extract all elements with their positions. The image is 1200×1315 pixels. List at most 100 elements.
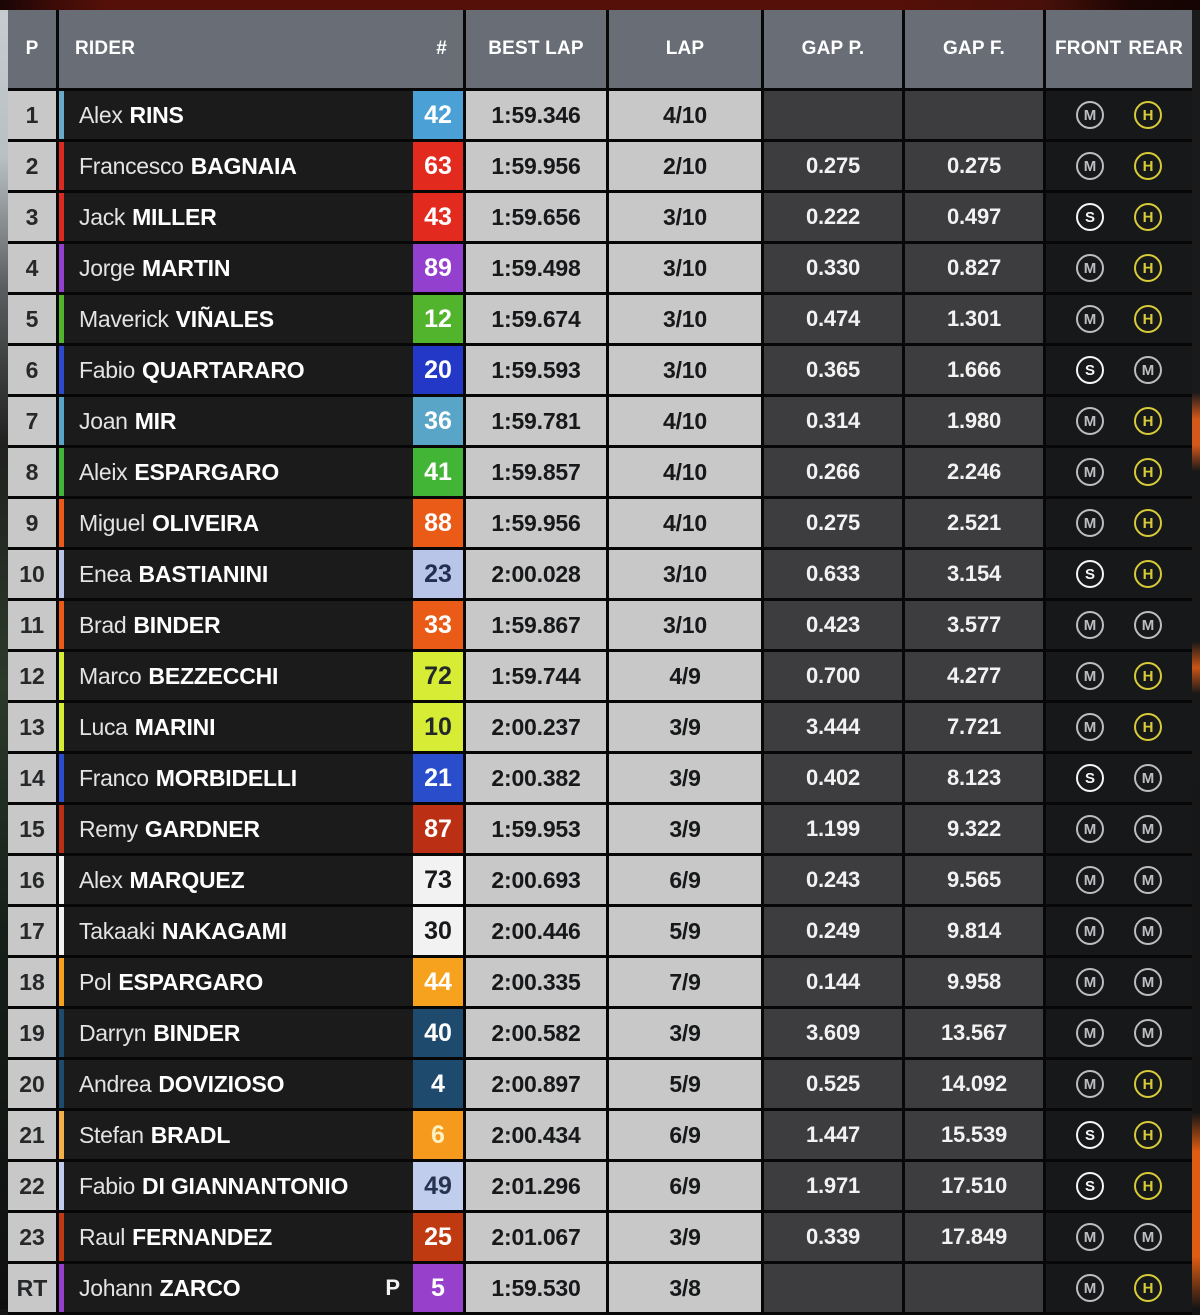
tyres-cell: M H bbox=[1046, 142, 1192, 190]
position-cell: 19 bbox=[8, 1009, 56, 1057]
table-row[interactable]: 22 Fabio DI GIANNANTONIO 49 2:01.296 6/9 … bbox=[8, 1162, 1192, 1210]
team-color-stripe bbox=[59, 448, 64, 496]
rear-tyre-icon: H bbox=[1134, 101, 1162, 129]
rider-name: Alex MARQUEZ bbox=[79, 866, 245, 894]
team-color-stripe bbox=[59, 1009, 64, 1057]
gap-prev-cell: 0.525 bbox=[764, 1060, 902, 1108]
lap-cell: 4/10 bbox=[609, 91, 761, 139]
table-row[interactable]: 13 Luca MARINI 10 2:00.237 3/9 3.444 7.72… bbox=[8, 703, 1192, 751]
team-color-stripe bbox=[59, 1060, 64, 1108]
table-row[interactable]: 1 Alex RINS 42 1:59.346 4/10 M H bbox=[8, 91, 1192, 139]
pit-indicator: P bbox=[385, 1275, 400, 1300]
team-color-stripe bbox=[59, 499, 64, 547]
rider-name: Johann ZARCO bbox=[79, 1275, 241, 1302]
rider-cell: Luca MARINI 10 bbox=[59, 703, 463, 751]
lap-cell: 4/10 bbox=[609, 499, 761, 547]
table-row[interactable]: 14 Franco MORBIDELLI 21 2:00.382 3/9 0.40… bbox=[8, 754, 1192, 802]
lap-cell: 6/9 bbox=[609, 856, 761, 904]
front-tyre-icon: M bbox=[1076, 917, 1104, 945]
gap-prev-cell: 0.474 bbox=[764, 295, 902, 343]
rear-tyre-icon: H bbox=[1134, 305, 1162, 333]
rider-last-name: VIÑALES bbox=[175, 305, 274, 332]
rider-number-plate: 30 bbox=[413, 907, 463, 955]
best-lap-cell: 2:00.335 bbox=[466, 958, 606, 1006]
table-row[interactable]: 8 Aleix ESPARGARO 41 1:59.857 4/10 0.266 … bbox=[8, 448, 1192, 496]
table-row[interactable]: 18 Pol ESPARGARO 44 2:00.335 7/9 0.144 9.… bbox=[8, 958, 1192, 1006]
table-row[interactable]: 12 Marco BEZZECCHI 72 1:59.744 4/9 0.700 … bbox=[8, 652, 1192, 700]
gap-prev-cell: 0.365 bbox=[764, 346, 902, 394]
tyres-cell: M H bbox=[1046, 244, 1192, 292]
table-row[interactable]: 19 Darryn BINDER 40 2:00.582 3/9 3.609 13… bbox=[8, 1009, 1192, 1057]
front-tyre-icon: S bbox=[1076, 356, 1104, 384]
team-color-stripe bbox=[59, 856, 64, 904]
header-number-label: # bbox=[436, 38, 447, 59]
lap-cell: 3/9 bbox=[609, 1213, 761, 1261]
tyres-cell: M H bbox=[1046, 499, 1192, 547]
rider-number-plate: 89 bbox=[413, 244, 463, 292]
rider-cell: Raul FERNANDEZ 25 bbox=[59, 1213, 463, 1261]
table-row[interactable]: 20 Andrea DOVIZIOSO 4 2:00.897 5/9 0.525 … bbox=[8, 1060, 1192, 1108]
rear-tyre-icon: H bbox=[1134, 203, 1162, 231]
rider-cell: Fabio DI GIANNANTONIO 49 bbox=[59, 1162, 463, 1210]
best-lap-cell: 2:01.296 bbox=[466, 1162, 606, 1210]
rider-first-name: Andrea bbox=[79, 1070, 152, 1097]
table-row[interactable]: 6 Fabio QUARTARARO 20 1:59.593 3/10 0.365… bbox=[8, 346, 1192, 394]
table-row[interactable]: 4 Jorge MARTIN 89 1:59.498 3/10 0.330 0.8… bbox=[8, 244, 1192, 292]
position-cell: 9 bbox=[8, 499, 56, 547]
tyres-cell: M M bbox=[1046, 805, 1192, 853]
best-lap-cell: 2:00.693 bbox=[466, 856, 606, 904]
team-color-stripe bbox=[59, 958, 64, 1006]
table-row[interactable]: 17 Takaaki NAKAGAMI 30 2:00.446 5/9 0.249… bbox=[8, 907, 1192, 955]
rider-cell: Stefan BRADL 6 bbox=[59, 1111, 463, 1159]
gap-prev-cell: 3.609 bbox=[764, 1009, 902, 1057]
top-accent-bar bbox=[0, 0, 1200, 10]
rider-cell: Fabio QUARTARARO 20 bbox=[59, 346, 463, 394]
rider-first-name: Marco bbox=[79, 662, 142, 689]
rider-last-name: BINDER bbox=[153, 1019, 241, 1046]
rider-name: Jorge MARTIN bbox=[79, 255, 230, 282]
position-cell: 18 bbox=[8, 958, 56, 1006]
table-row[interactable]: 16 Alex MARQUEZ 73 2:00.693 6/9 0.243 9.5… bbox=[8, 856, 1192, 904]
gap-prev-cell: 0.275 bbox=[764, 142, 902, 190]
rider-cell: Jorge MARTIN 89 bbox=[59, 244, 463, 292]
rider-first-name: Francesco bbox=[79, 152, 184, 179]
position-cell: 21 bbox=[8, 1111, 56, 1159]
rider-name: Brad BINDER bbox=[79, 611, 221, 639]
tyres-cell: S M bbox=[1046, 346, 1192, 394]
rider-last-name: BINDER bbox=[133, 611, 221, 638]
tyres-cell: S H bbox=[1046, 550, 1192, 598]
rows-container: 1 Alex RINS 42 1:59.346 4/10 M H 2 France… bbox=[8, 91, 1192, 1312]
best-lap-cell: 2:00.897 bbox=[466, 1060, 606, 1108]
timing-table: P RIDER # BEST LAP LAP GAP P. GAP F. FRO… bbox=[8, 10, 1192, 1315]
rider-number-plate: 4 bbox=[413, 1060, 463, 1108]
table-row[interactable]: 9 Miguel OLIVEIRA 88 1:59.956 4/10 0.275 … bbox=[8, 499, 1192, 547]
team-color-stripe bbox=[59, 193, 64, 241]
table-row[interactable]: 21 Stefan BRADL 6 2:00.434 6/9 1.447 15.5… bbox=[8, 1111, 1192, 1159]
rear-tyre-icon: H bbox=[1134, 662, 1162, 690]
table-row[interactable]: 23 Raul FERNANDEZ 25 2:01.067 3/9 0.339 1… bbox=[8, 1213, 1192, 1261]
rider-cell: Andrea DOVIZIOSO 4 bbox=[59, 1060, 463, 1108]
best-lap-cell: 1:59.867 bbox=[466, 601, 606, 649]
table-row[interactable]: 15 Remy GARDNER 87 1:59.953 3/9 1.199 9.3… bbox=[8, 805, 1192, 853]
best-lap-cell: 1:59.857 bbox=[466, 448, 606, 496]
lap-cell: 3/10 bbox=[609, 550, 761, 598]
table-row[interactable]: 5 Maverick VIÑALES 12 1:59.674 3/10 0.474… bbox=[8, 295, 1192, 343]
rider-name: Franco MORBIDELLI bbox=[79, 765, 297, 792]
best-lap-cell: 1:59.744 bbox=[466, 652, 606, 700]
table-row[interactable]: 7 Joan MIR 36 1:59.781 4/10 0.314 1.980 M… bbox=[8, 397, 1192, 445]
rider-first-name: Alex bbox=[79, 866, 123, 893]
table-row[interactable]: RT Johann ZARCO P 5 1:59.530 3/8 M H bbox=[8, 1264, 1192, 1312]
table-row[interactable]: 3 Jack MILLER 43 1:59.656 3/10 0.222 0.49… bbox=[8, 193, 1192, 241]
rider-last-name: NAKAGAMI bbox=[161, 917, 287, 944]
gap-prev-cell: 0.266 bbox=[764, 448, 902, 496]
rider-last-name: MARQUEZ bbox=[129, 866, 245, 893]
rider-first-name: Jack bbox=[79, 203, 126, 230]
rider-number-plate: 42 bbox=[413, 91, 463, 139]
tyres-cell: M H bbox=[1046, 295, 1192, 343]
rider-first-name: Miguel bbox=[79, 509, 145, 536]
table-row[interactable]: 2 Francesco BAGNAIA 63 1:59.956 2/10 0.27… bbox=[8, 142, 1192, 190]
rider-number-plate: 23 bbox=[413, 550, 463, 598]
table-row[interactable]: 10 Enea BASTIANINI 23 2:00.028 3/10 0.633… bbox=[8, 550, 1192, 598]
table-row[interactable]: 11 Brad BINDER 33 1:59.867 3/10 0.423 3.5… bbox=[8, 601, 1192, 649]
rider-cell: Alex RINS 42 bbox=[59, 91, 463, 139]
